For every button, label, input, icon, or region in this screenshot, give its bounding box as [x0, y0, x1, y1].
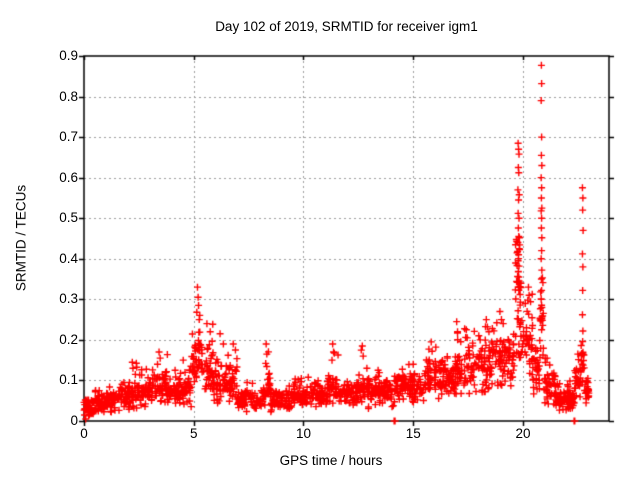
y-tick-label: 0.5: [59, 210, 78, 226]
x-tick-label: 10: [295, 426, 311, 441]
y-tick-label: 0.1: [59, 372, 78, 388]
x-tick-label: 15: [405, 426, 421, 441]
y-tick-label: 0.3: [59, 291, 78, 307]
y-tick-label: 0.6: [59, 169, 78, 185]
y-tick-label: 0.8: [59, 88, 78, 104]
x-tick-label: 20: [515, 426, 531, 441]
y-tick-label: 0.7: [59, 129, 78, 145]
y-axis-label: SRMTID / TECUs: [13, 184, 29, 292]
x-tick-label: 5: [189, 426, 198, 441]
y-tick-label: 0.2: [59, 331, 78, 347]
x-axis-label: GPS time / hours: [279, 453, 383, 468]
y-tick-label: 0.9: [59, 48, 78, 63]
y-tick-label: 0: [70, 413, 78, 428]
y-tick-label: 0.4: [59, 250, 78, 266]
x-tick-label: 0: [80, 426, 88, 441]
chart-title: Day 102 of 2019, SRMTID for receiver igm…: [215, 19, 478, 34]
